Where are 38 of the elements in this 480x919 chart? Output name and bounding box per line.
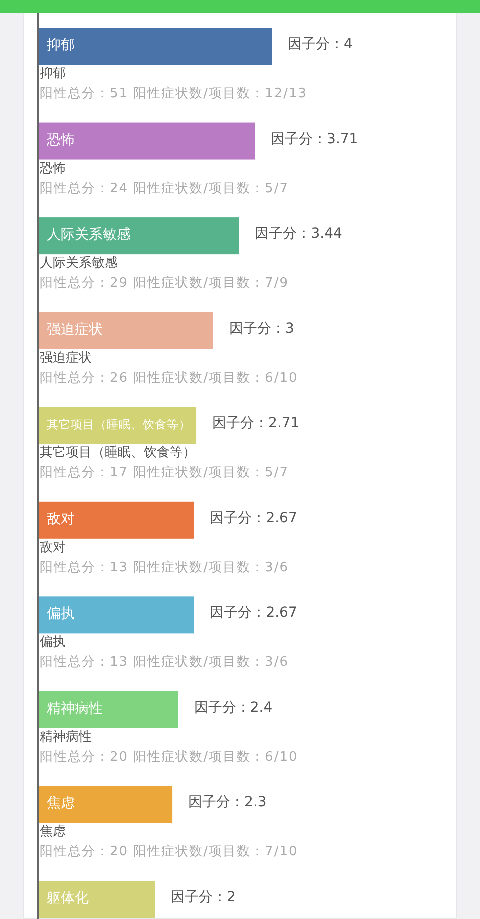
data-label: 因子分：2.67: [210, 605, 298, 622]
bar-label: 其它项目（睡眠、饮食等）: [47, 418, 191, 432]
annotation: 阳性总分：17 阳性症状数/项目数：5/7: [40, 466, 289, 481]
bar-label: 敌对: [47, 511, 75, 528]
data-label: 因子分：3: [230, 320, 294, 337]
data-label: 因子分：2.71: [212, 416, 300, 432]
data-label: 因子分：2: [171, 890, 236, 906]
y-tick-label: 抑郁: [40, 66, 66, 82]
bar-label: 偏执: [47, 606, 75, 622]
bar-label: 焦虑: [47, 796, 75, 812]
y-tick-label: 强迫症状: [40, 350, 92, 366]
y-tick-label: 焦虑: [40, 824, 66, 840]
annotation: 阳性总分：20 阳性症状数/项目数：6/10: [40, 750, 298, 765]
y-tick-label: 偏执: [40, 635, 66, 650]
annotation: 阳性总分：13 阳性症状数/项目数：3/6: [40, 560, 289, 576]
y-tick-label: 恐怖: [40, 161, 66, 176]
bar-label: 抑郁: [47, 38, 75, 54]
annotation: 阳性总分：26 阳性症状数/项目数：6/10: [40, 370, 298, 386]
bar-label: 精神病性: [47, 700, 103, 717]
annotation: 阳性总分：13 阳性症状数/项目数：3/6: [40, 655, 289, 670]
bar-label: 躯体化: [47, 890, 89, 907]
annotation: 阳性总分：51 阳性症状数/项目数：12/13: [40, 86, 308, 102]
data-label: 因子分：2.4: [194, 700, 273, 716]
data-label: 因子分：2.67: [210, 510, 298, 526]
data-label: 因子分：3.71: [271, 131, 358, 148]
y-tick-label: 其它项目（睡眠、饮食等）: [40, 446, 196, 461]
data-label: 因子分：2.3: [188, 794, 267, 811]
y-tick-label: 敌对: [40, 540, 66, 556]
y-tick-label: 人际关系敏感: [40, 256, 118, 272]
data-label: 因子分：4: [288, 36, 353, 52]
annotation: 阳性总分：29 阳性症状数/项目数：7/9: [40, 276, 289, 292]
bar-label: 强迫症状: [47, 322, 103, 338]
annotation: 阳性总分：20 阳性症状数/项目数：7/10: [40, 844, 298, 860]
annotation: 阳性总分：24 阳性症状数/项目数：5/7: [40, 181, 289, 196]
bar-label: 人际关系敏感: [47, 227, 131, 244]
y-tick-label: 精神病性: [40, 730, 92, 745]
bar-label: 恐怖: [47, 132, 75, 148]
data-label: 因子分：3.44: [255, 226, 342, 242]
